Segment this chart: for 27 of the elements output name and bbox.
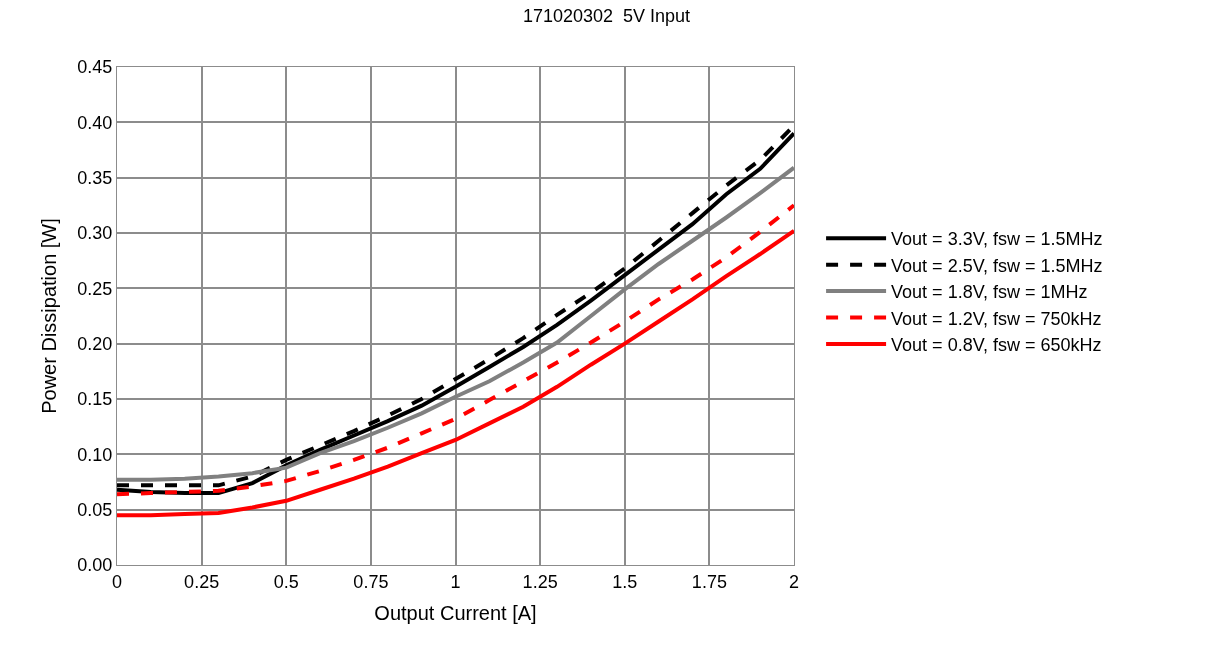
legend-label: Vout = 2.5V, fsw = 1.5MHz — [891, 255, 1103, 276]
x-tick-label: 1.75 — [691, 571, 727, 592]
y-axis-title: Power Dissipation [W] — [37, 218, 60, 414]
x-tick-label: 0.75 — [353, 571, 389, 592]
y-tick-label: 0.15 — [77, 389, 113, 410]
y-tick-label: 0.35 — [77, 167, 113, 188]
y-tick-label: 0.25 — [77, 278, 113, 299]
legend-label: Vout = 0.8V, fsw = 650kHz — [891, 334, 1102, 355]
legend-label: Vout = 1.8V, fsw = 1MHz — [891, 282, 1088, 303]
chart-title: 171020302 5V Input — [522, 6, 691, 27]
x-axis-title: Output Current [A] — [374, 602, 537, 625]
legend-label: Vout = 1.2V, fsw = 750kHz — [891, 308, 1102, 329]
x-tick-label: 0.25 — [184, 571, 220, 592]
y-tick-label: 0.45 — [77, 57, 113, 78]
y-tick-label: 0.00 — [77, 555, 113, 576]
y-tick-label: 0.10 — [77, 444, 113, 465]
y-tick-label: 0.20 — [77, 333, 113, 354]
x-tick-label: 1.25 — [522, 571, 558, 592]
x-tick-label: 2 — [788, 571, 800, 592]
y-tick-label: 0.40 — [77, 112, 113, 133]
x-tick-label: 1.5 — [612, 571, 638, 592]
x-tick-label: 1 — [450, 571, 461, 592]
legend-label: Vout = 3.3V, fsw = 1.5MHz — [891, 229, 1103, 250]
x-tick-label: 0.5 — [273, 571, 299, 592]
y-tick-label: 0.05 — [77, 499, 113, 520]
y-tick-label: 0.30 — [77, 223, 113, 244]
x-tick-label: 0 — [111, 571, 123, 592]
